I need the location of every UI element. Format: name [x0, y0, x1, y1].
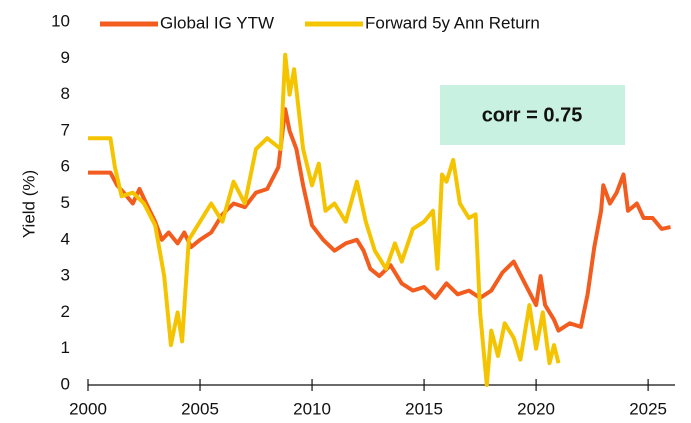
y-tick-label: 3 [61, 266, 70, 285]
x-tick-label: 2015 [405, 399, 443, 418]
y-tick-label: 4 [61, 229, 70, 248]
x-tick-label: 2000 [69, 399, 107, 418]
annotation-box [440, 85, 625, 145]
legend-label: Forward 5y Ann Return [365, 13, 540, 32]
x-tick-label: 2020 [517, 399, 555, 418]
x-tick-label: 2010 [293, 399, 331, 418]
y-tick-label: 2 [61, 302, 70, 321]
y-axis-label: Yield (%) [19, 170, 38, 238]
y-tick-label: 6 [61, 157, 70, 176]
y-tick-label: 5 [61, 193, 70, 212]
y-tick-label: 7 [61, 120, 70, 139]
y-tick-label: 10 [51, 11, 70, 30]
series-line [88, 52, 561, 387]
y-tick-label: 8 [61, 84, 70, 103]
x-tick-label: 2005 [181, 399, 219, 418]
legend-label: Global IG YTW [160, 13, 274, 32]
y-tick-label: 1 [61, 338, 70, 357]
annotation: corr = 0.75 [482, 104, 583, 126]
x-tick-label: 2025 [629, 399, 667, 418]
y-tick-label: 9 [61, 48, 70, 67]
y-tick-label: 0 [61, 374, 70, 393]
series-line [88, 107, 671, 333]
